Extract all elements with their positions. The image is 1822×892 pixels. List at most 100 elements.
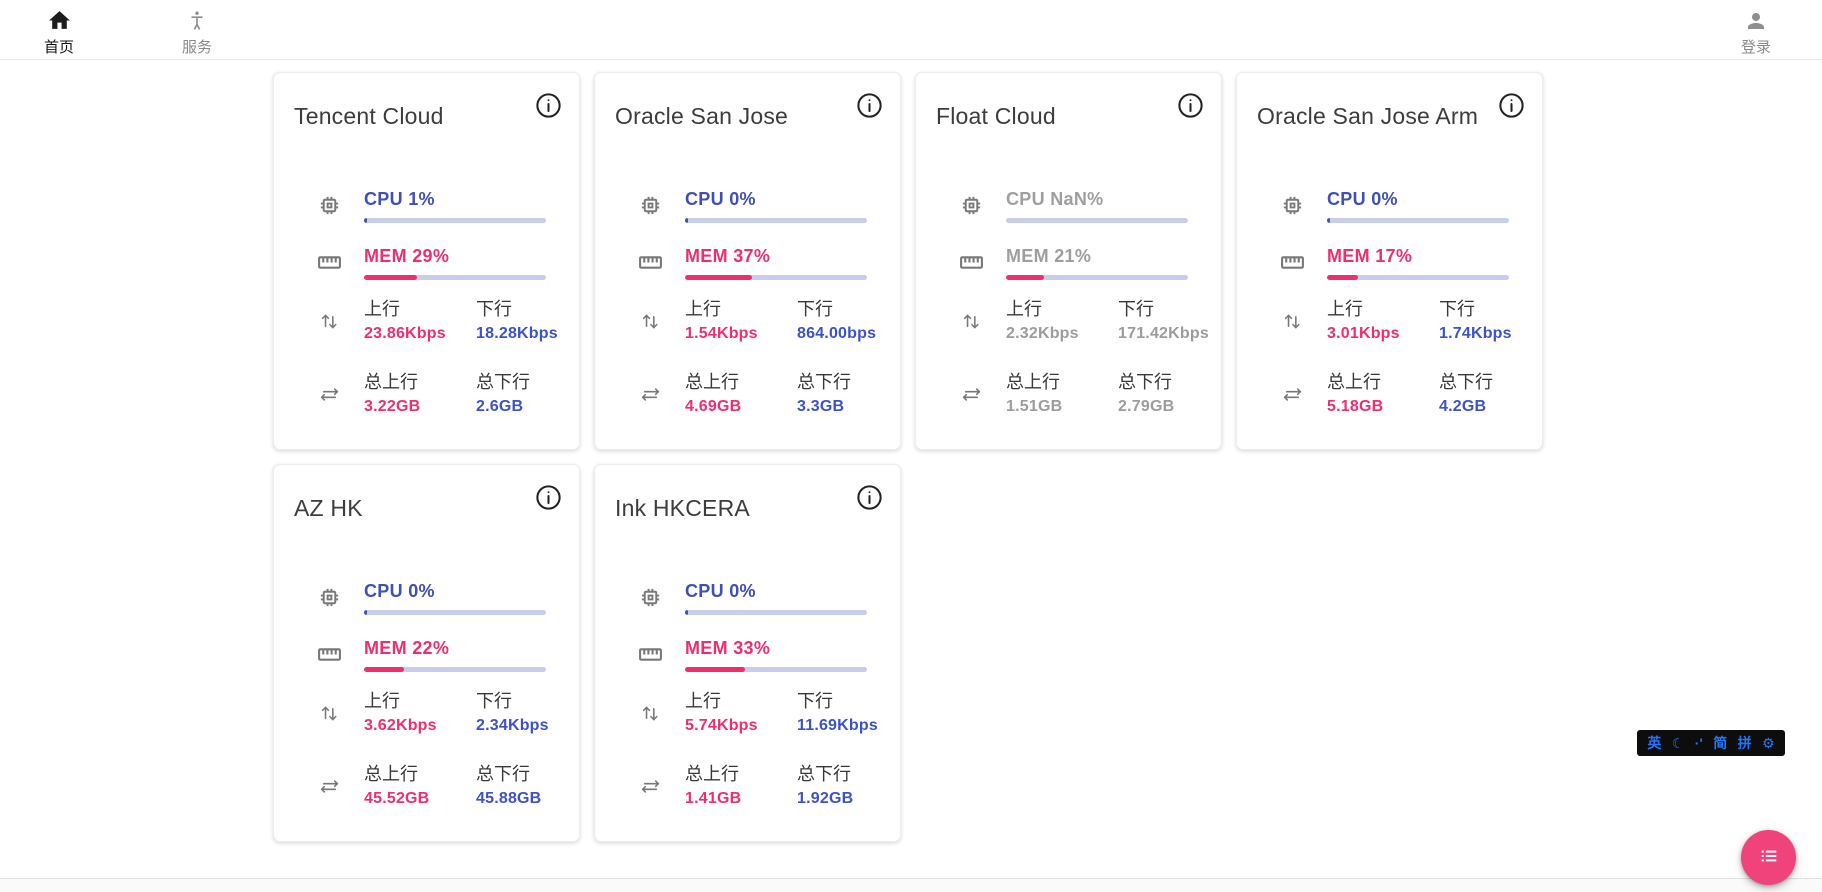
mem-row: MEM 17%	[1257, 245, 1522, 280]
info-icon[interactable]	[855, 91, 884, 120]
nav-item-services[interactable]: 服务	[171, 0, 223, 59]
mem-usage-text: MEM 29%	[364, 246, 450, 266]
ime-simplified-toggle[interactable]: 简	[1713, 735, 1728, 751]
server-card: AZ HK CPU 0%	[273, 464, 580, 842]
server-card-grid: Tencent Cloud CPU 1%	[273, 72, 1545, 842]
download-label: 下行	[797, 691, 833, 711]
server-stats: CPU 0% MEM 22%	[294, 580, 559, 810]
accessibility-icon	[185, 7, 209, 34]
card-header: Oracle San Jose Arm	[1257, 93, 1524, 130]
cpu-chip-icon	[294, 580, 364, 615]
info-icon[interactable]	[1176, 91, 1205, 120]
mem-progress-fill	[364, 667, 405, 672]
nav-item-login[interactable]: 登录	[1730, 0, 1782, 59]
mem-usage-text: MEM 21%	[1006, 246, 1092, 266]
person-icon	[1744, 7, 1768, 34]
speed-row: 上行 3.62Kbps 下行 2.34Kbps	[294, 689, 559, 737]
total-row: 总上行 45.52GB 总下行 45.88GB	[294, 762, 559, 810]
download-label: 下行	[476, 691, 512, 711]
server-card: Ink HKCERA CPU 0%	[594, 464, 901, 842]
total-row: 总上行 1.51GB 总下行 2.79GB	[936, 370, 1201, 418]
total-upload-value: 4.69GB	[685, 398, 742, 415]
cpu-progress-fill	[364, 610, 367, 615]
mem-progress-bar	[685, 275, 867, 280]
mem-progress-bar	[364, 667, 546, 672]
up-down-arrows-icon	[936, 297, 1006, 345]
left-right-arrows-icon	[294, 370, 364, 418]
download-speed-value: 18.28Kbps	[476, 325, 558, 342]
mem-progress-fill	[685, 275, 753, 280]
server-stats: CPU 0% MEM 17%	[1257, 188, 1522, 418]
mem-row: MEM 21%	[936, 245, 1201, 280]
upload-label: 上行	[364, 299, 400, 319]
card-header: Ink HKCERA	[615, 485, 882, 522]
server-name: Oracle San Jose	[615, 103, 789, 129]
cpu-progress-bar	[1327, 218, 1509, 223]
cpu-progress-fill	[685, 610, 688, 615]
speed-row: 上行 1.54Kbps 下行 864.00bps	[615, 297, 880, 345]
cpu-chip-icon	[1257, 188, 1327, 223]
total-download-label: 总下行	[1439, 372, 1493, 392]
ruler-icon	[936, 245, 1006, 280]
cpu-progress-fill	[364, 218, 367, 223]
footer-strip	[0, 878, 1822, 892]
mem-progress-fill	[1006, 275, 1045, 280]
navbar-right-group: 登录	[1730, 0, 1822, 59]
ime-moon-icon[interactable]: ☾	[1671, 735, 1685, 751]
total-download-value: 2.6GB	[476, 398, 524, 415]
ime-settings-gear-icon[interactable]: ⚙	[1762, 735, 1775, 751]
total-upload-label: 总上行	[1006, 372, 1060, 392]
up-down-arrows-icon	[615, 689, 685, 737]
navbar-left-group: 首页 服务	[0, 0, 223, 59]
server-card: Tencent Cloud CPU 1%	[273, 72, 580, 450]
total-download-label: 总下行	[476, 372, 530, 392]
ime-punctuation-toggle[interactable]: ·'	[1694, 735, 1703, 751]
cpu-usage-text: CPU 0%	[364, 581, 435, 601]
cpu-row: CPU 0%	[615, 580, 880, 615]
nav-item-home[interactable]: 首页	[33, 0, 85, 59]
nav-item-label: 服务	[181, 39, 212, 56]
total-download-value: 1.92GB	[797, 790, 854, 807]
upload-speed-value: 5.74Kbps	[685, 717, 758, 734]
card-header: Tencent Cloud	[294, 93, 561, 130]
ruler-icon	[615, 245, 685, 280]
cpu-progress-bar	[685, 610, 867, 615]
cpu-usage-text: CPU 1%	[364, 189, 435, 209]
up-down-arrows-icon	[294, 689, 364, 737]
download-label: 下行	[797, 299, 833, 319]
ime-pinyin-toggle[interactable]: 拼	[1737, 735, 1752, 751]
nav-item-label: 登录	[1740, 39, 1771, 56]
cpu-chip-icon	[615, 188, 685, 223]
total-upload-value: 3.22GB	[364, 398, 421, 415]
info-icon[interactable]	[855, 483, 884, 512]
left-right-arrows-icon	[936, 370, 1006, 418]
left-right-arrows-icon	[1257, 370, 1327, 418]
cpu-chip-icon	[615, 580, 685, 615]
upload-label: 上行	[685, 299, 721, 319]
server-list-fab[interactable]	[1741, 830, 1796, 885]
total-row: 总上行 1.41GB 总下行 1.92GB	[615, 762, 880, 810]
download-speed-value: 864.00bps	[797, 325, 877, 342]
server-name: Ink HKCERA	[615, 495, 750, 521]
info-icon[interactable]	[534, 91, 563, 120]
ime-toolbar[interactable]: 英 ☾ ·' 简 拼 ⚙	[1637, 730, 1785, 756]
info-icon[interactable]	[1497, 91, 1526, 120]
total-upload-label: 总上行	[685, 764, 739, 784]
server-card: Oracle San Jose CPU 0%	[594, 72, 901, 450]
mem-progress-bar	[364, 275, 546, 280]
top-navbar: 首页 服务 登录	[0, 0, 1822, 60]
cpu-chip-icon	[936, 188, 1006, 223]
total-upload-value: 45.52GB	[364, 790, 430, 807]
home-icon	[47, 7, 72, 34]
total-upload-value: 5.18GB	[1327, 398, 1384, 415]
total-upload-label: 总上行	[1327, 372, 1381, 392]
speed-row: 上行 2.32Kbps 下行 171.42Kbps	[936, 297, 1209, 345]
info-icon[interactable]	[534, 483, 563, 512]
mem-usage-text: MEM 33%	[685, 638, 771, 658]
server-stats: CPU NaN% MEM 21%	[936, 188, 1209, 418]
total-download-value: 4.2GB	[1439, 398, 1487, 415]
mem-usage-text: MEM 22%	[364, 638, 450, 658]
ime-language-toggle[interactable]: 英	[1647, 735, 1662, 751]
speed-row: 上行 5.74Kbps 下行 11.69Kbps	[615, 689, 880, 737]
list-icon	[1758, 845, 1780, 870]
